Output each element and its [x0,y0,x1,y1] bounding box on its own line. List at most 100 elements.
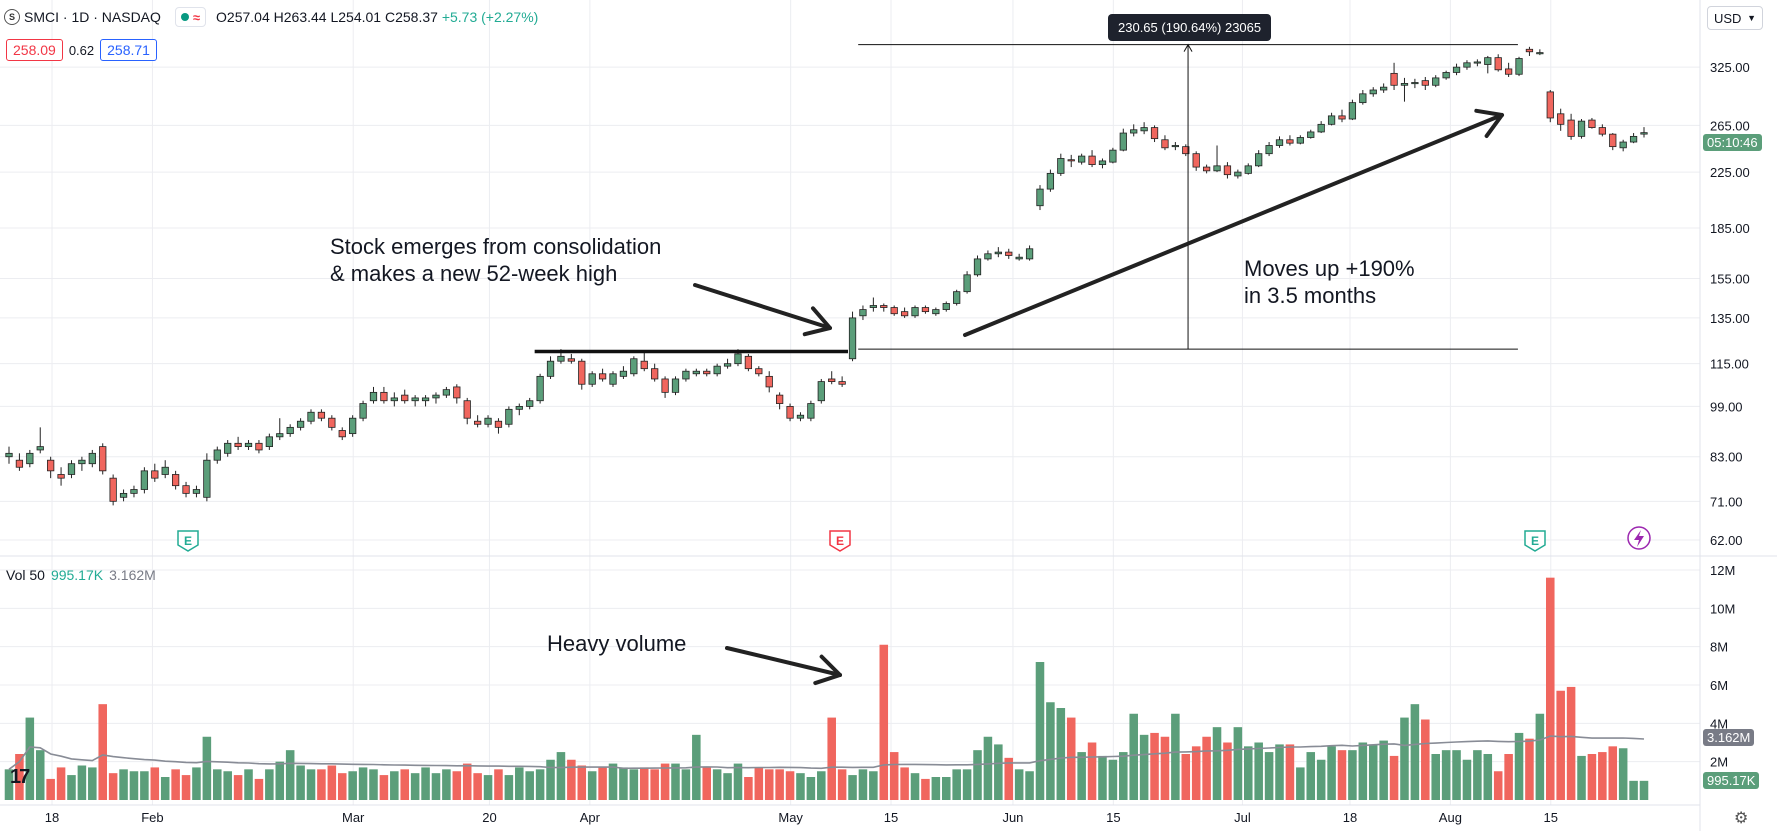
volume-bar [796,773,805,800]
candle-body [890,307,898,315]
volume-bar [504,775,514,800]
candle-body [1098,160,1107,165]
market-status[interactable]: ≈ [174,7,207,27]
candle-body [36,446,44,451]
candle-body [5,452,13,458]
candle-body [1442,72,1450,79]
volume-bar [931,777,941,800]
volume-bar [1098,755,1107,800]
candle-body [1223,165,1232,176]
earnings-icon-3-label: E [1531,534,1539,548]
volume-bar [577,765,587,800]
volume-bar [1337,750,1347,800]
volume-bar [35,750,45,800]
volume-bar [1389,755,1399,800]
candle-body [1640,132,1648,135]
volume-bar [1129,713,1138,800]
arrow-moves-icon [963,113,1504,337]
sell-button[interactable]: 258.09 [6,39,63,61]
time-tick-label: Feb [141,810,163,825]
volume-bar [160,777,170,800]
volume-bar [1327,746,1336,800]
candle-body [1171,145,1179,148]
annotation-moves-line1: Moves up +190% [1244,256,1415,281]
gear-icon[interactable]: ⚙ [1734,810,1749,827]
symbol-logo-icon[interactable]: S [4,9,20,25]
candle-body [1338,115,1346,120]
volume-bar [837,769,847,800]
candle-body [411,397,419,402]
volume-average-tag: 3.162M [1703,729,1755,746]
candle-body [911,307,919,317]
buy-button[interactable]: 258.71 [100,39,157,61]
volume-tick-label: 2M [1710,755,1728,770]
trade-buttons: 258.09 0.62 258.71 [6,39,157,61]
candle-body [15,459,24,468]
time-tick-label: 18 [1343,810,1357,825]
candle-body [432,394,440,399]
volume-bar [1577,755,1586,800]
candle-body [859,309,867,317]
volume-legend-value1: 995.17K [50,567,104,583]
volume-bar [369,769,378,800]
arrow-emerge-icon [693,283,832,330]
measure-tooltip: 230.65 (190.64%) 23065 [1108,14,1272,41]
volume-legend[interactable]: Vol 50 995.17K 3.162M [6,567,156,583]
candle-body [182,485,190,494]
candle-body [755,368,763,375]
candle-body [703,370,711,375]
candle-body [213,449,221,461]
lightning-bolt-icon [1634,530,1644,547]
volume-bar [88,767,97,800]
candle-body [47,459,55,472]
candle-body [338,430,346,438]
volume-bar [921,778,930,800]
price-tick-label: 62.00 [1710,533,1743,548]
candle-body [234,442,242,448]
volume-bar [994,744,1003,800]
candle-body [255,442,263,451]
volume-bar [25,717,35,800]
candle-body [67,463,76,475]
candle-body [1567,119,1575,137]
candle-body [1067,159,1075,162]
volume-bar [785,771,795,800]
candle-body [723,363,732,367]
lightning-event-icon [1627,526,1651,550]
current-time-tag: 05:10:46 [1703,134,1762,151]
candle-body [276,433,284,438]
earnings-icon-3-shape [1524,530,1546,552]
volume-bar [1243,746,1253,800]
volume-bar [1004,757,1014,800]
volume-bar [556,752,566,800]
high-value: H263.44 [273,9,327,25]
candle-body [265,436,273,448]
volume-bar [1025,771,1034,800]
candle-body [380,391,388,402]
volume-bar [744,777,753,800]
volume-bar [629,769,639,800]
volume-axis: 12M 10M 8M 6M 4M 2M [0,555,1777,770]
candle-body [359,403,367,419]
candle-body [1380,86,1388,91]
candle-body [932,309,940,315]
tradingview-logo[interactable]: 17 [10,766,30,788]
volume-bar [379,775,389,800]
volume-bar [952,769,961,800]
volume-bar [462,763,472,800]
volume-bar [275,761,285,800]
volume-bar [494,769,503,800]
candle-body [1598,127,1606,135]
symbol-title[interactable]: SMCI · 1D · NASDAQ [24,9,161,25]
volume-bar [337,773,347,800]
volume-bar [681,769,691,800]
volume-bar [1483,754,1493,800]
candle-body [1369,89,1377,95]
volume-tick-label: 4M [1710,716,1728,731]
candle-body [1546,91,1554,119]
volume-bar [1014,769,1024,800]
volume-bar [608,763,618,800]
candle-body [817,381,825,402]
currency-selector[interactable]: USD ▼ [1707,6,1763,30]
